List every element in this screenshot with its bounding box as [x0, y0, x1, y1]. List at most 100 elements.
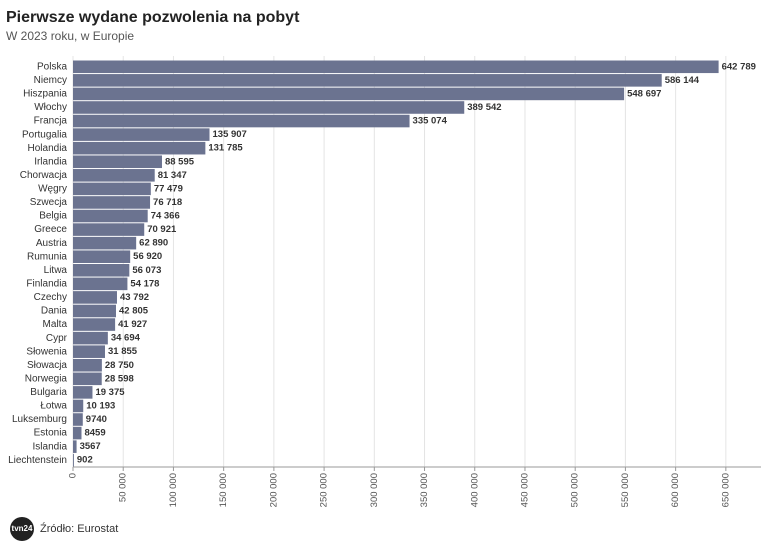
y-tick-label: Czechy: [34, 292, 67, 303]
y-tick-label: Łotwa: [40, 401, 67, 412]
bar: [73, 372, 102, 386]
value-label: 34 694: [111, 333, 141, 344]
x-tick-label: 450 000: [519, 473, 530, 507]
bar: [73, 386, 93, 399]
x-tick-label: 200 000: [268, 473, 279, 507]
value-label: 76 718: [153, 197, 182, 208]
y-tick-label: Islandia: [33, 441, 68, 452]
bar: [73, 440, 77, 453]
bar: [73, 277, 128, 291]
y-tick-label: Bulgaria: [30, 387, 67, 398]
y-tick-label: Litwa: [44, 265, 68, 276]
bar: [73, 101, 465, 114]
y-tick-label: Dania: [41, 306, 68, 317]
y-tick-label: Malta: [43, 319, 68, 330]
bar: [73, 358, 102, 372]
source: Źródło: Eurostat: [40, 522, 118, 535]
value-label: 642 789: [722, 61, 756, 72]
y-tick-label: Cypr: [46, 333, 68, 344]
bar: [73, 155, 162, 169]
bar: [73, 291, 117, 304]
value-label: 9740: [86, 414, 107, 425]
bar: [73, 331, 108, 345]
value-label: 28 750: [105, 360, 134, 371]
x-tick-label: 300 000: [369, 473, 380, 507]
bar: [73, 304, 116, 318]
bar: [73, 196, 151, 209]
value-label: 43 792: [120, 292, 149, 303]
y-tick-label: Liechtenstein: [8, 455, 67, 466]
value-label: 77 479: [154, 183, 183, 194]
y-tick-label: Finlandia: [26, 278, 67, 289]
bar: [73, 60, 719, 74]
y-tick-label: Hiszpania: [23, 89, 67, 100]
bar: [73, 169, 155, 182]
y-tick-label: Słowenia: [26, 346, 67, 357]
value-label: 54 178: [130, 278, 159, 289]
value-label: 81 347: [158, 170, 187, 181]
value-label: 74 366: [151, 211, 180, 222]
value-label: 42 805: [119, 305, 149, 316]
value-label: 41 927: [118, 319, 147, 330]
y-tick-label: Francja: [34, 116, 68, 127]
bar: [73, 426, 82, 440]
y-tick-label: Włochy: [34, 102, 67, 113]
value-label: 62 890: [139, 238, 168, 249]
bar: [73, 413, 83, 426]
bar: [73, 250, 131, 263]
bar: [73, 182, 151, 196]
bar: [73, 128, 210, 141]
value-label: 10 193: [86, 400, 115, 411]
bar: [73, 399, 84, 413]
bar: [73, 74, 662, 87]
value-label: 548 697: [627, 88, 661, 99]
y-tick-label: Chorwacja: [20, 170, 68, 181]
value-label: 56 920: [133, 251, 162, 262]
x-tick-label: 550 000: [620, 473, 631, 507]
bar: [73, 264, 130, 277]
value-label: 8459: [84, 428, 105, 439]
bar: [73, 236, 137, 250]
bar: [73, 345, 105, 358]
y-tick-label: Portugalia: [22, 129, 67, 140]
logo: tvn24: [12, 524, 33, 533]
value-label: 31 855: [108, 346, 138, 357]
bar: [73, 223, 145, 236]
x-tick-label: 50 000: [118, 473, 129, 502]
bar: [73, 453, 74, 467]
value-label: 3567: [80, 441, 101, 452]
y-tick-label: Luksemburg: [12, 414, 67, 425]
y-tick-label: Belgia: [39, 211, 67, 222]
y-tick-label: Słowacja: [27, 360, 67, 371]
value-label: 902: [77, 455, 93, 466]
value-label: 70 921: [147, 224, 177, 235]
value-label: 135 907: [213, 129, 247, 140]
y-tick-label: Holandia: [28, 143, 68, 154]
x-tick-label: 600 000: [670, 473, 681, 507]
x-tick-label: 250 000: [319, 473, 330, 507]
chart-title: Pierwsze wydane pozwolenia na pobyt: [6, 9, 300, 26]
y-tick-label: Norwegia: [25, 373, 68, 384]
x-tick-label: 350 000: [419, 473, 430, 507]
bar: [73, 114, 410, 128]
x-tick-label: 400 000: [469, 473, 480, 507]
y-tick-label: Szwecja: [30, 197, 68, 208]
bar: [73, 318, 116, 331]
y-tick-label: Węgry: [38, 184, 67, 195]
x-tick-label: 100 000: [168, 473, 179, 507]
bar: [73, 141, 206, 155]
chart-subtitle: W 2023 roku, w Europie: [6, 29, 134, 43]
x-tick-label: 500 000: [570, 473, 581, 507]
y-tick-label: Greece: [34, 224, 67, 235]
value-label: 28 598: [105, 373, 134, 384]
bar: [73, 209, 148, 223]
logo-badge: [10, 517, 34, 541]
y-tick-label: Rumunia: [27, 251, 67, 262]
x-tick-label: 650 000: [720, 473, 731, 507]
value-label: 389 542: [467, 102, 501, 113]
y-tick-label: Estonia: [34, 428, 68, 439]
y-tick-label: Austria: [36, 238, 68, 249]
y-tick-label: Polska: [37, 61, 67, 72]
value-label: 335 074: [413, 116, 448, 127]
